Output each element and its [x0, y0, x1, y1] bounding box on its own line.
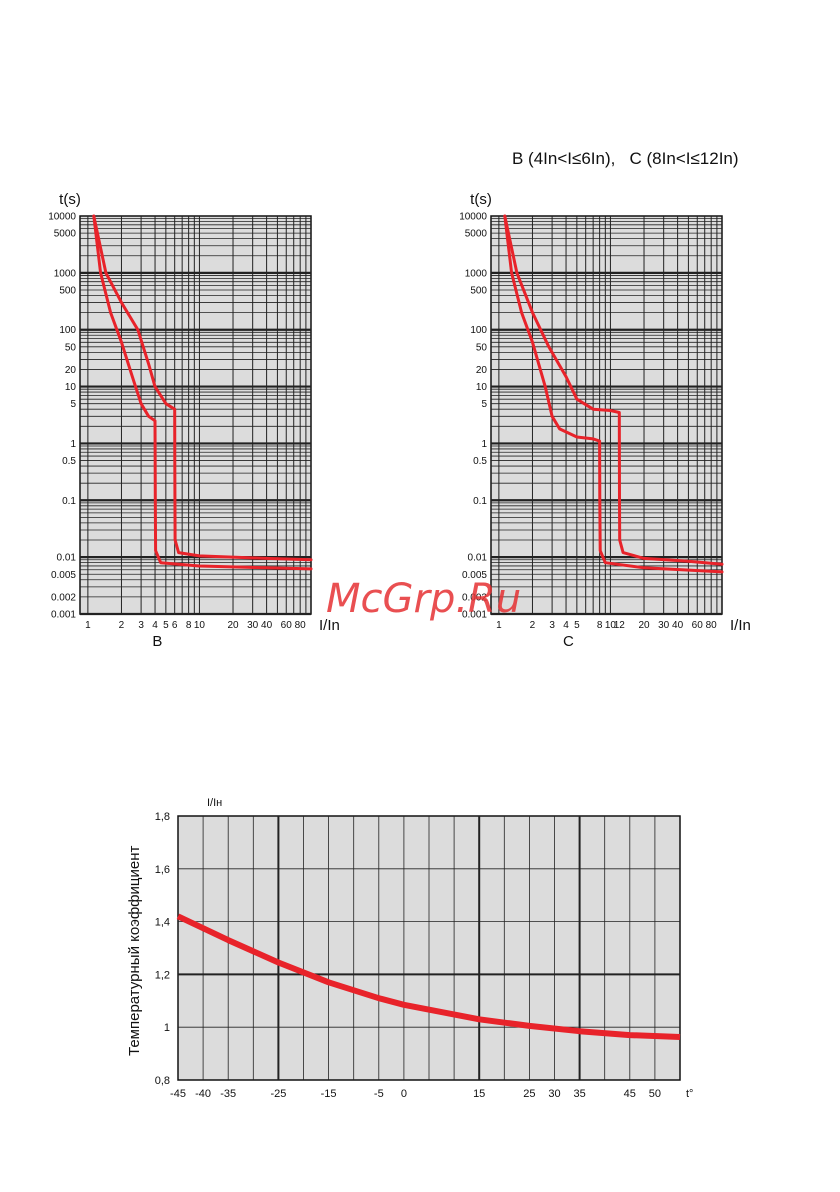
x-axis-label: t°: [686, 1088, 693, 1100]
x-tick-label: 2: [530, 620, 536, 631]
x-tick-label: 80: [706, 620, 718, 631]
trip-curve-line: [92, 214, 313, 562]
y-tick-label: 100: [470, 325, 487, 336]
plot-area: [79, 215, 312, 615]
y-tick-label: 500: [59, 285, 76, 296]
x-tick-label: 8: [597, 620, 603, 631]
x-tick-label: 30: [548, 1088, 560, 1100]
x-tick-label: 30: [247, 620, 259, 631]
y-tick-label: 0.1: [62, 496, 76, 507]
x-tick-label: 3: [138, 620, 144, 631]
x-tick-label: 35: [573, 1088, 585, 1100]
y-tick-label: 5: [481, 399, 487, 410]
y-tick-label: 5: [70, 399, 76, 410]
x-tick-label: 40: [672, 620, 684, 631]
x-tick-label: 2: [119, 620, 125, 631]
y-tick-label: 20: [65, 365, 77, 376]
y-tick-label: 0.001: [51, 610, 76, 621]
y-tick-label: 0,8: [155, 1075, 170, 1087]
x-tick-label: -15: [321, 1088, 337, 1100]
y-tick-label: 10: [65, 382, 77, 393]
y-tick-label: 1: [70, 439, 76, 450]
x-tick-label: 80: [295, 620, 307, 631]
x-tick-label: 3: [549, 620, 555, 631]
y-tick-label: 0.001: [462, 610, 487, 621]
y-tick-label: 500: [470, 285, 487, 296]
y-tick-label: 0.5: [62, 456, 76, 467]
y-axis-label: t(s): [470, 191, 492, 208]
trip-curve-line: [503, 214, 724, 566]
x-tick-label: 4: [152, 620, 158, 631]
y-tick-label: 0.005: [462, 570, 487, 581]
y-tick-label: 1,4: [155, 917, 170, 929]
y-tick-label: 0.01: [57, 553, 77, 564]
y-axis-label: Температурный коэффициент: [126, 845, 143, 1056]
x-tick-label: 20: [227, 620, 239, 631]
y-tick-label: 50: [476, 342, 488, 353]
chart-c-trip-curve: 10000 5000 1000 500 100 50 20 10 5 1 0.5 0.1 0.01 0.0…: [459, 191, 751, 650]
y-tick-label: 1000: [54, 268, 77, 279]
y-tick-label: 1,2: [155, 969, 170, 981]
chart-header-title: B (4In<I≤6In), C (8In<I≤12In): [512, 149, 739, 168]
x-tick-label: -25: [270, 1088, 286, 1100]
y-tick-label: 5000: [465, 229, 488, 240]
chart-b-trip-curve: 10000 5000 1000 500 100 50 20 10 5 1 0.5 0.1 0.01 0.0…: [48, 191, 340, 650]
x-axis-label: I/In: [730, 617, 751, 634]
x-tick-label: 12: [614, 620, 626, 631]
y-tick-label: 0.01: [468, 553, 488, 564]
y-tick-label: 0.002: [462, 592, 487, 603]
y-tick-label: 10: [476, 382, 488, 393]
x-tick-label: 20: [638, 620, 650, 631]
coefficient-curve-line: [176, 913, 681, 1040]
watermark-text: McGrp.Ru: [326, 576, 521, 622]
y-tick-label: 100: [59, 325, 76, 336]
x-tick-label: 40: [261, 620, 273, 631]
y-tick-label: 1000: [465, 268, 488, 279]
chart-temperature-coefficient: 1,8 1,6 1,4 1,2 1 0,8-45 -40 -35 -25 -15 -5 0 15 25 30…: [126, 797, 693, 1100]
y-tick-label: 0.002: [51, 592, 76, 603]
trip-curve-line: [92, 214, 313, 571]
y-tick-label: 5000: [54, 229, 77, 240]
x-tick-label: 60: [692, 620, 704, 631]
x-tick-label: 30: [658, 620, 670, 631]
x-tick-label: 45: [624, 1088, 636, 1100]
y-tick-label: 1,6: [155, 864, 170, 876]
y-tick-label: 1: [481, 439, 487, 450]
x-axis-label: I/In: [319, 617, 340, 634]
y-tick-label: 10000: [48, 212, 76, 223]
x-tick-label: 5: [163, 620, 169, 631]
chart-caption: C: [563, 633, 574, 650]
plot-area: [490, 215, 723, 615]
x-tick-label: 1: [496, 620, 502, 631]
x-tick-label: -45: [170, 1088, 186, 1100]
x-tick-label: 5: [574, 620, 580, 631]
y-tick-label: 50: [65, 342, 77, 353]
x-tick-label: -5: [374, 1088, 384, 1100]
x-tick-label: -35: [220, 1088, 236, 1100]
x-tick-label: 8: [186, 620, 192, 631]
y-unit-label: I/Iн: [207, 797, 222, 809]
trip-curve-line: [503, 214, 724, 574]
x-tick-label: -40: [195, 1088, 211, 1100]
x-tick-label: 4: [563, 620, 569, 631]
x-tick-label: 15: [473, 1088, 485, 1100]
y-tick-label: 20: [476, 365, 488, 376]
y-axis-label: t(s): [59, 191, 81, 208]
x-tick-label: 10: [194, 620, 206, 631]
x-tick-label: 50: [649, 1088, 661, 1100]
y-tick-label: 0.1: [473, 496, 487, 507]
y-tick-label: 1,8: [155, 811, 170, 823]
y-tick-label: 10000: [459, 212, 487, 223]
y-tick-label: 0.5: [473, 456, 487, 467]
y-tick-label: 0.005: [51, 570, 76, 581]
x-tick-label: 0: [401, 1088, 407, 1100]
x-tick-label: 6: [172, 620, 178, 631]
x-tick-label: 1: [85, 620, 91, 631]
y-tick-label: 1: [164, 1022, 170, 1034]
x-tick-label: 10: [605, 620, 617, 631]
x-tick-label: 25: [523, 1088, 535, 1100]
x-tick-label: 60: [281, 620, 293, 631]
chart-caption: B: [152, 633, 162, 650]
